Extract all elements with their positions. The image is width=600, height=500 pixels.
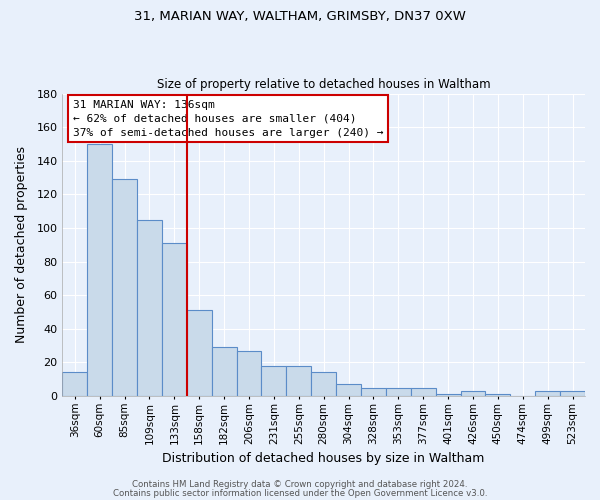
Bar bbox=[62, 372, 87, 396]
Bar bbox=[436, 394, 461, 396]
Bar bbox=[262, 366, 286, 396]
Text: 31 MARIAN WAY: 136sqm
← 62% of detached houses are smaller (404)
37% of semi-det: 31 MARIAN WAY: 136sqm ← 62% of detached … bbox=[73, 100, 383, 138]
Text: 31, MARIAN WAY, WALTHAM, GRIMSBY, DN37 0XW: 31, MARIAN WAY, WALTHAM, GRIMSBY, DN37 0… bbox=[134, 10, 466, 23]
Bar bbox=[311, 372, 336, 396]
Bar bbox=[112, 179, 137, 396]
Bar bbox=[187, 310, 212, 396]
Text: Contains HM Land Registry data © Crown copyright and database right 2024.: Contains HM Land Registry data © Crown c… bbox=[132, 480, 468, 489]
Bar bbox=[212, 348, 236, 396]
Bar bbox=[336, 384, 361, 396]
Bar bbox=[137, 220, 162, 396]
Y-axis label: Number of detached properties: Number of detached properties bbox=[15, 146, 28, 344]
Bar bbox=[162, 243, 187, 396]
Bar bbox=[485, 394, 511, 396]
Bar bbox=[535, 391, 560, 396]
Text: Contains public sector information licensed under the Open Government Licence v3: Contains public sector information licen… bbox=[113, 488, 487, 498]
Bar bbox=[411, 388, 436, 396]
Bar bbox=[560, 391, 585, 396]
Bar bbox=[87, 144, 112, 396]
Title: Size of property relative to detached houses in Waltham: Size of property relative to detached ho… bbox=[157, 78, 490, 91]
Bar bbox=[236, 350, 262, 396]
Bar bbox=[361, 388, 386, 396]
Bar bbox=[386, 388, 411, 396]
Bar bbox=[286, 366, 311, 396]
Bar bbox=[461, 391, 485, 396]
X-axis label: Distribution of detached houses by size in Waltham: Distribution of detached houses by size … bbox=[163, 452, 485, 465]
